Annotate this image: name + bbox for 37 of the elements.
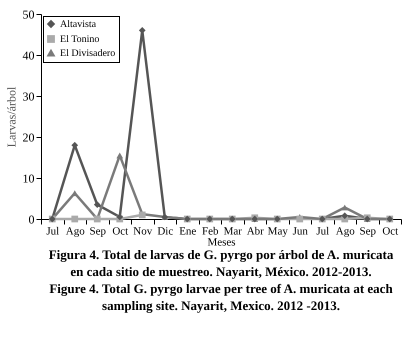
text: sampling site. Nayarit, Mexico. 2012 -2013. bbox=[102, 298, 340, 313]
y-tick-label: 20 bbox=[22, 130, 34, 144]
x-tick-label: Oct bbox=[382, 226, 398, 238]
caption: Figure 4. Total G. pyrgo larvae per tree of A. muricata at each bbox=[49, 281, 394, 296]
y-tick-label: 40 bbox=[22, 48, 34, 62]
x-tick-label: Sep bbox=[90, 226, 106, 238]
y-tick-label: 50 bbox=[22, 8, 34, 22]
x-tick-label: Dic bbox=[157, 226, 174, 238]
legend-label: El Tonino bbox=[60, 34, 100, 45]
point bbox=[341, 212, 348, 220]
point bbox=[94, 201, 101, 208]
text: en cada sitio de muestreo. Nayarit, México. 2012-2013. bbox=[70, 264, 372, 279]
legend-label: El Divisadero bbox=[60, 48, 116, 59]
x-tick-label: May bbox=[268, 226, 288, 238]
x-tick-label: Oct bbox=[112, 226, 128, 238]
y-tick-label: 30 bbox=[22, 90, 34, 104]
x-tick-label: Feb bbox=[202, 226, 219, 238]
y-axis-title: Larvas/árbol bbox=[4, 86, 18, 148]
x-axis-title: Meses bbox=[207, 236, 236, 248]
y-tick-label: 10 bbox=[22, 172, 34, 186]
point bbox=[71, 216, 78, 222]
x-tick-label: Jul bbox=[46, 226, 60, 238]
x-tick-label: Ago bbox=[336, 226, 356, 238]
point bbox=[116, 152, 124, 158]
x-tick-label: Sep bbox=[360, 226, 376, 238]
point bbox=[341, 204, 348, 210]
x-tick-label: Mar bbox=[224, 226, 242, 238]
text: Figura 4. Total de larvas de G. pyrgo por árbol de A. muricata bbox=[48, 247, 394, 262]
x-tick-label: Jun bbox=[292, 226, 308, 238]
x-tick-label: Nov bbox=[133, 226, 153, 238]
point bbox=[296, 216, 304, 222]
x-tick-label: Abr bbox=[246, 226, 264, 238]
x-tick-label: Ene bbox=[179, 226, 196, 238]
x-tick-label: Ago bbox=[66, 226, 86, 238]
y-tick-label: 0 bbox=[28, 212, 34, 226]
x-tick-label: Jul bbox=[316, 226, 330, 238]
legend-label: Altavista bbox=[60, 19, 97, 30]
